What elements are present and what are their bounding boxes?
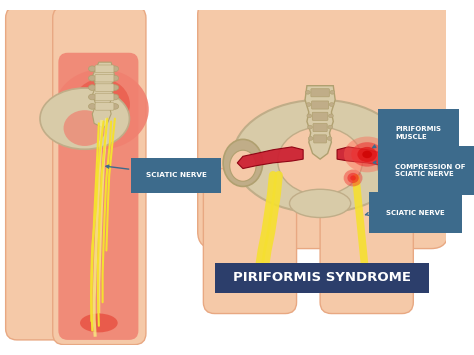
Ellipse shape (357, 147, 377, 162)
FancyBboxPatch shape (215, 263, 429, 293)
Ellipse shape (351, 142, 383, 167)
Ellipse shape (89, 75, 96, 81)
Ellipse shape (233, 100, 407, 213)
Text: SCIATIC NERVE: SCIATIC NERVE (106, 165, 207, 178)
FancyBboxPatch shape (53, 7, 146, 345)
Ellipse shape (384, 150, 410, 181)
Ellipse shape (223, 140, 263, 186)
FancyBboxPatch shape (58, 53, 138, 340)
Polygon shape (305, 86, 335, 159)
Ellipse shape (350, 175, 356, 180)
Ellipse shape (328, 125, 333, 129)
Text: PIRIFORMIS SYNDROME: PIRIFORMIS SYNDROME (233, 271, 411, 284)
Ellipse shape (111, 66, 118, 72)
Ellipse shape (111, 75, 118, 81)
Polygon shape (337, 147, 403, 169)
FancyBboxPatch shape (95, 93, 114, 101)
Ellipse shape (306, 91, 310, 94)
Ellipse shape (330, 91, 335, 94)
Ellipse shape (89, 104, 96, 109)
FancyBboxPatch shape (311, 89, 329, 97)
Ellipse shape (347, 173, 359, 183)
Ellipse shape (327, 137, 332, 140)
FancyBboxPatch shape (314, 135, 327, 143)
Ellipse shape (377, 140, 417, 186)
Ellipse shape (344, 137, 391, 172)
Ellipse shape (89, 85, 96, 91)
Polygon shape (92, 62, 115, 128)
Ellipse shape (111, 104, 118, 109)
Ellipse shape (308, 125, 312, 129)
FancyBboxPatch shape (313, 124, 327, 132)
Text: PIRIFORMIS
MUSCLE: PIRIFORMIS MUSCLE (373, 126, 441, 148)
Ellipse shape (344, 169, 363, 186)
Text: SCIATIC NERVE: SCIATIC NERVE (365, 210, 445, 216)
FancyBboxPatch shape (198, 0, 448, 248)
Ellipse shape (111, 85, 118, 91)
FancyBboxPatch shape (95, 103, 114, 110)
Polygon shape (237, 147, 303, 169)
FancyBboxPatch shape (95, 84, 114, 91)
Ellipse shape (278, 127, 363, 195)
Ellipse shape (306, 103, 311, 106)
FancyBboxPatch shape (320, 169, 413, 313)
FancyBboxPatch shape (312, 112, 328, 120)
Ellipse shape (309, 137, 313, 140)
FancyBboxPatch shape (95, 75, 114, 82)
FancyBboxPatch shape (95, 65, 114, 72)
Ellipse shape (89, 66, 96, 72)
Ellipse shape (64, 110, 106, 146)
Ellipse shape (55, 69, 149, 149)
FancyBboxPatch shape (203, 169, 297, 313)
Ellipse shape (89, 94, 96, 100)
Ellipse shape (290, 189, 351, 218)
FancyBboxPatch shape (311, 101, 328, 109)
Ellipse shape (230, 150, 256, 181)
Ellipse shape (73, 79, 130, 130)
Ellipse shape (40, 88, 129, 149)
Ellipse shape (307, 114, 311, 118)
Ellipse shape (328, 114, 333, 118)
Text: COMPRESSION OF
SCIATIC NERVE: COMPRESSION OF SCIATIC NERVE (374, 161, 466, 177)
Ellipse shape (362, 151, 372, 158)
Ellipse shape (329, 103, 334, 106)
Ellipse shape (111, 94, 118, 100)
Ellipse shape (80, 313, 118, 332)
FancyBboxPatch shape (6, 7, 90, 340)
